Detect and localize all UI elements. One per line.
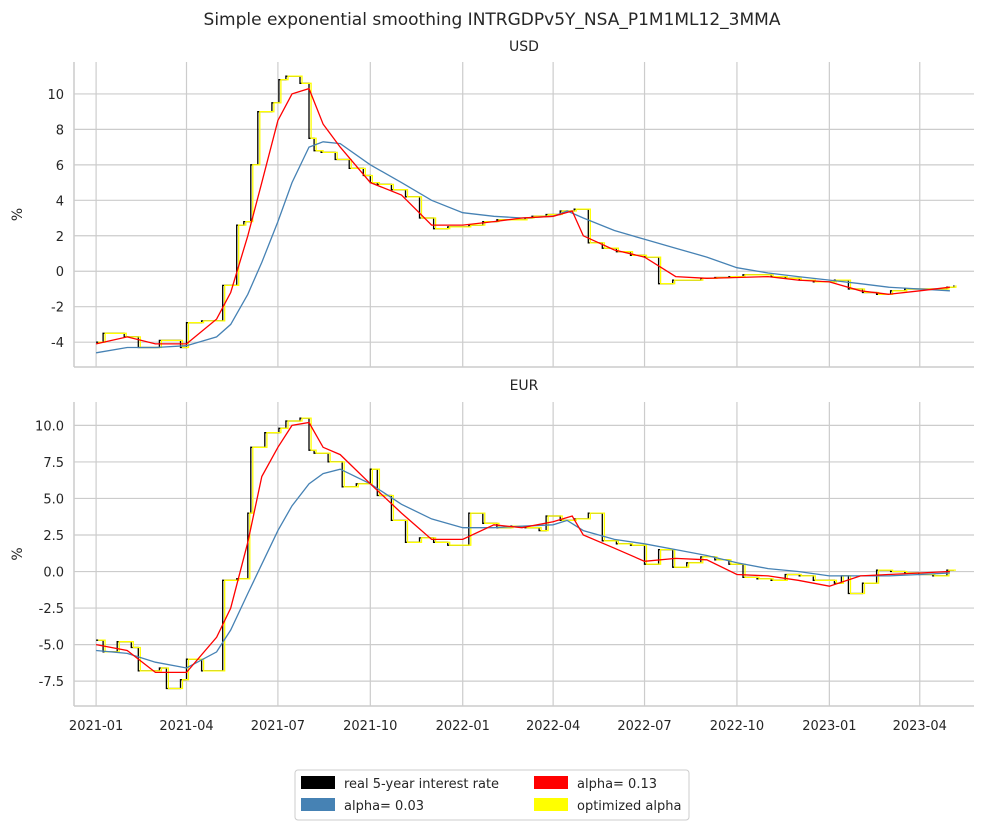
legend-label: optimized alpha xyxy=(577,799,681,814)
alpha-003-line xyxy=(96,468,950,669)
x-tick-label: 2022-04 xyxy=(526,719,580,734)
y-tick-label: -5.0 xyxy=(39,639,64,654)
series-lines xyxy=(95,75,957,354)
legend-swatch xyxy=(534,798,568,811)
y-tick-label: -7.5 xyxy=(39,675,64,690)
y-tick-label: 5.0 xyxy=(43,492,64,507)
y-tick-label: 6 xyxy=(56,159,64,174)
legend-label: real 5-year interest rate xyxy=(344,777,499,792)
x-tick-label: 2022-10 xyxy=(710,719,764,734)
series-lines xyxy=(95,417,956,690)
alpha-003-line xyxy=(95,141,950,354)
panel-title: USD xyxy=(509,39,539,55)
legend-swatch xyxy=(301,798,335,811)
y-tick-label: 0 xyxy=(56,265,64,280)
legend-label: alpha= 0.13 xyxy=(577,777,657,792)
legend-swatch xyxy=(534,776,568,789)
y-tick-label: 7.5 xyxy=(43,456,64,471)
chart-legend: real 5-year interest rate alpha= 0.13 alph… xyxy=(294,769,690,821)
alpha-013-line xyxy=(95,421,950,674)
y-tick-label: 2 xyxy=(56,230,64,245)
y-axis-label: % xyxy=(10,547,26,560)
x-tick-label: 2023-01 xyxy=(802,719,856,734)
x-tick-label: 2021-01 xyxy=(69,719,123,734)
y-tick-label: 2.5 xyxy=(43,529,64,544)
x-tick-label: 2021-07 xyxy=(251,719,305,734)
y-tick-label: 10 xyxy=(47,88,64,103)
y-tick-label: -2 xyxy=(51,301,64,316)
y-tick-label: 0.0 xyxy=(43,566,64,581)
y-tick-label: 4 xyxy=(56,194,64,209)
y-tick-label: 10.0 xyxy=(35,419,64,434)
usd-panel: USD -4 -2 0 2 4 6 8 10% xyxy=(10,39,974,368)
legend-swatch xyxy=(301,776,335,789)
optimized-alpha-line xyxy=(98,417,956,690)
y-tick-label: -2.5 xyxy=(39,602,64,617)
y-tick-label: 8 xyxy=(56,123,64,138)
grid-lines xyxy=(74,402,974,706)
alpha-013-line xyxy=(95,87,950,345)
legend-box xyxy=(294,769,690,821)
eur-panel: EUR -7.5 -5.0 -2.5 0.0 2.5 5.0 7.5 10.0% 2021-01 2… xyxy=(10,378,974,734)
x-tick-label: 2022-07 xyxy=(617,719,671,734)
panel-title: EUR xyxy=(510,378,539,394)
y-axis-label: % xyxy=(10,208,26,221)
figure-title: Simple exponential smoothing INTRGDPv5Y_… xyxy=(204,10,781,30)
x-tick-label: 2021-10 xyxy=(343,719,397,734)
legend-label: alpha= 0.03 xyxy=(344,799,424,814)
y-tick-label: -4 xyxy=(51,336,64,351)
x-tick-label: 2021-04 xyxy=(159,719,213,734)
x-tick-label: 2023-04 xyxy=(893,719,947,734)
x-tick-label: 2022-01 xyxy=(436,719,490,734)
